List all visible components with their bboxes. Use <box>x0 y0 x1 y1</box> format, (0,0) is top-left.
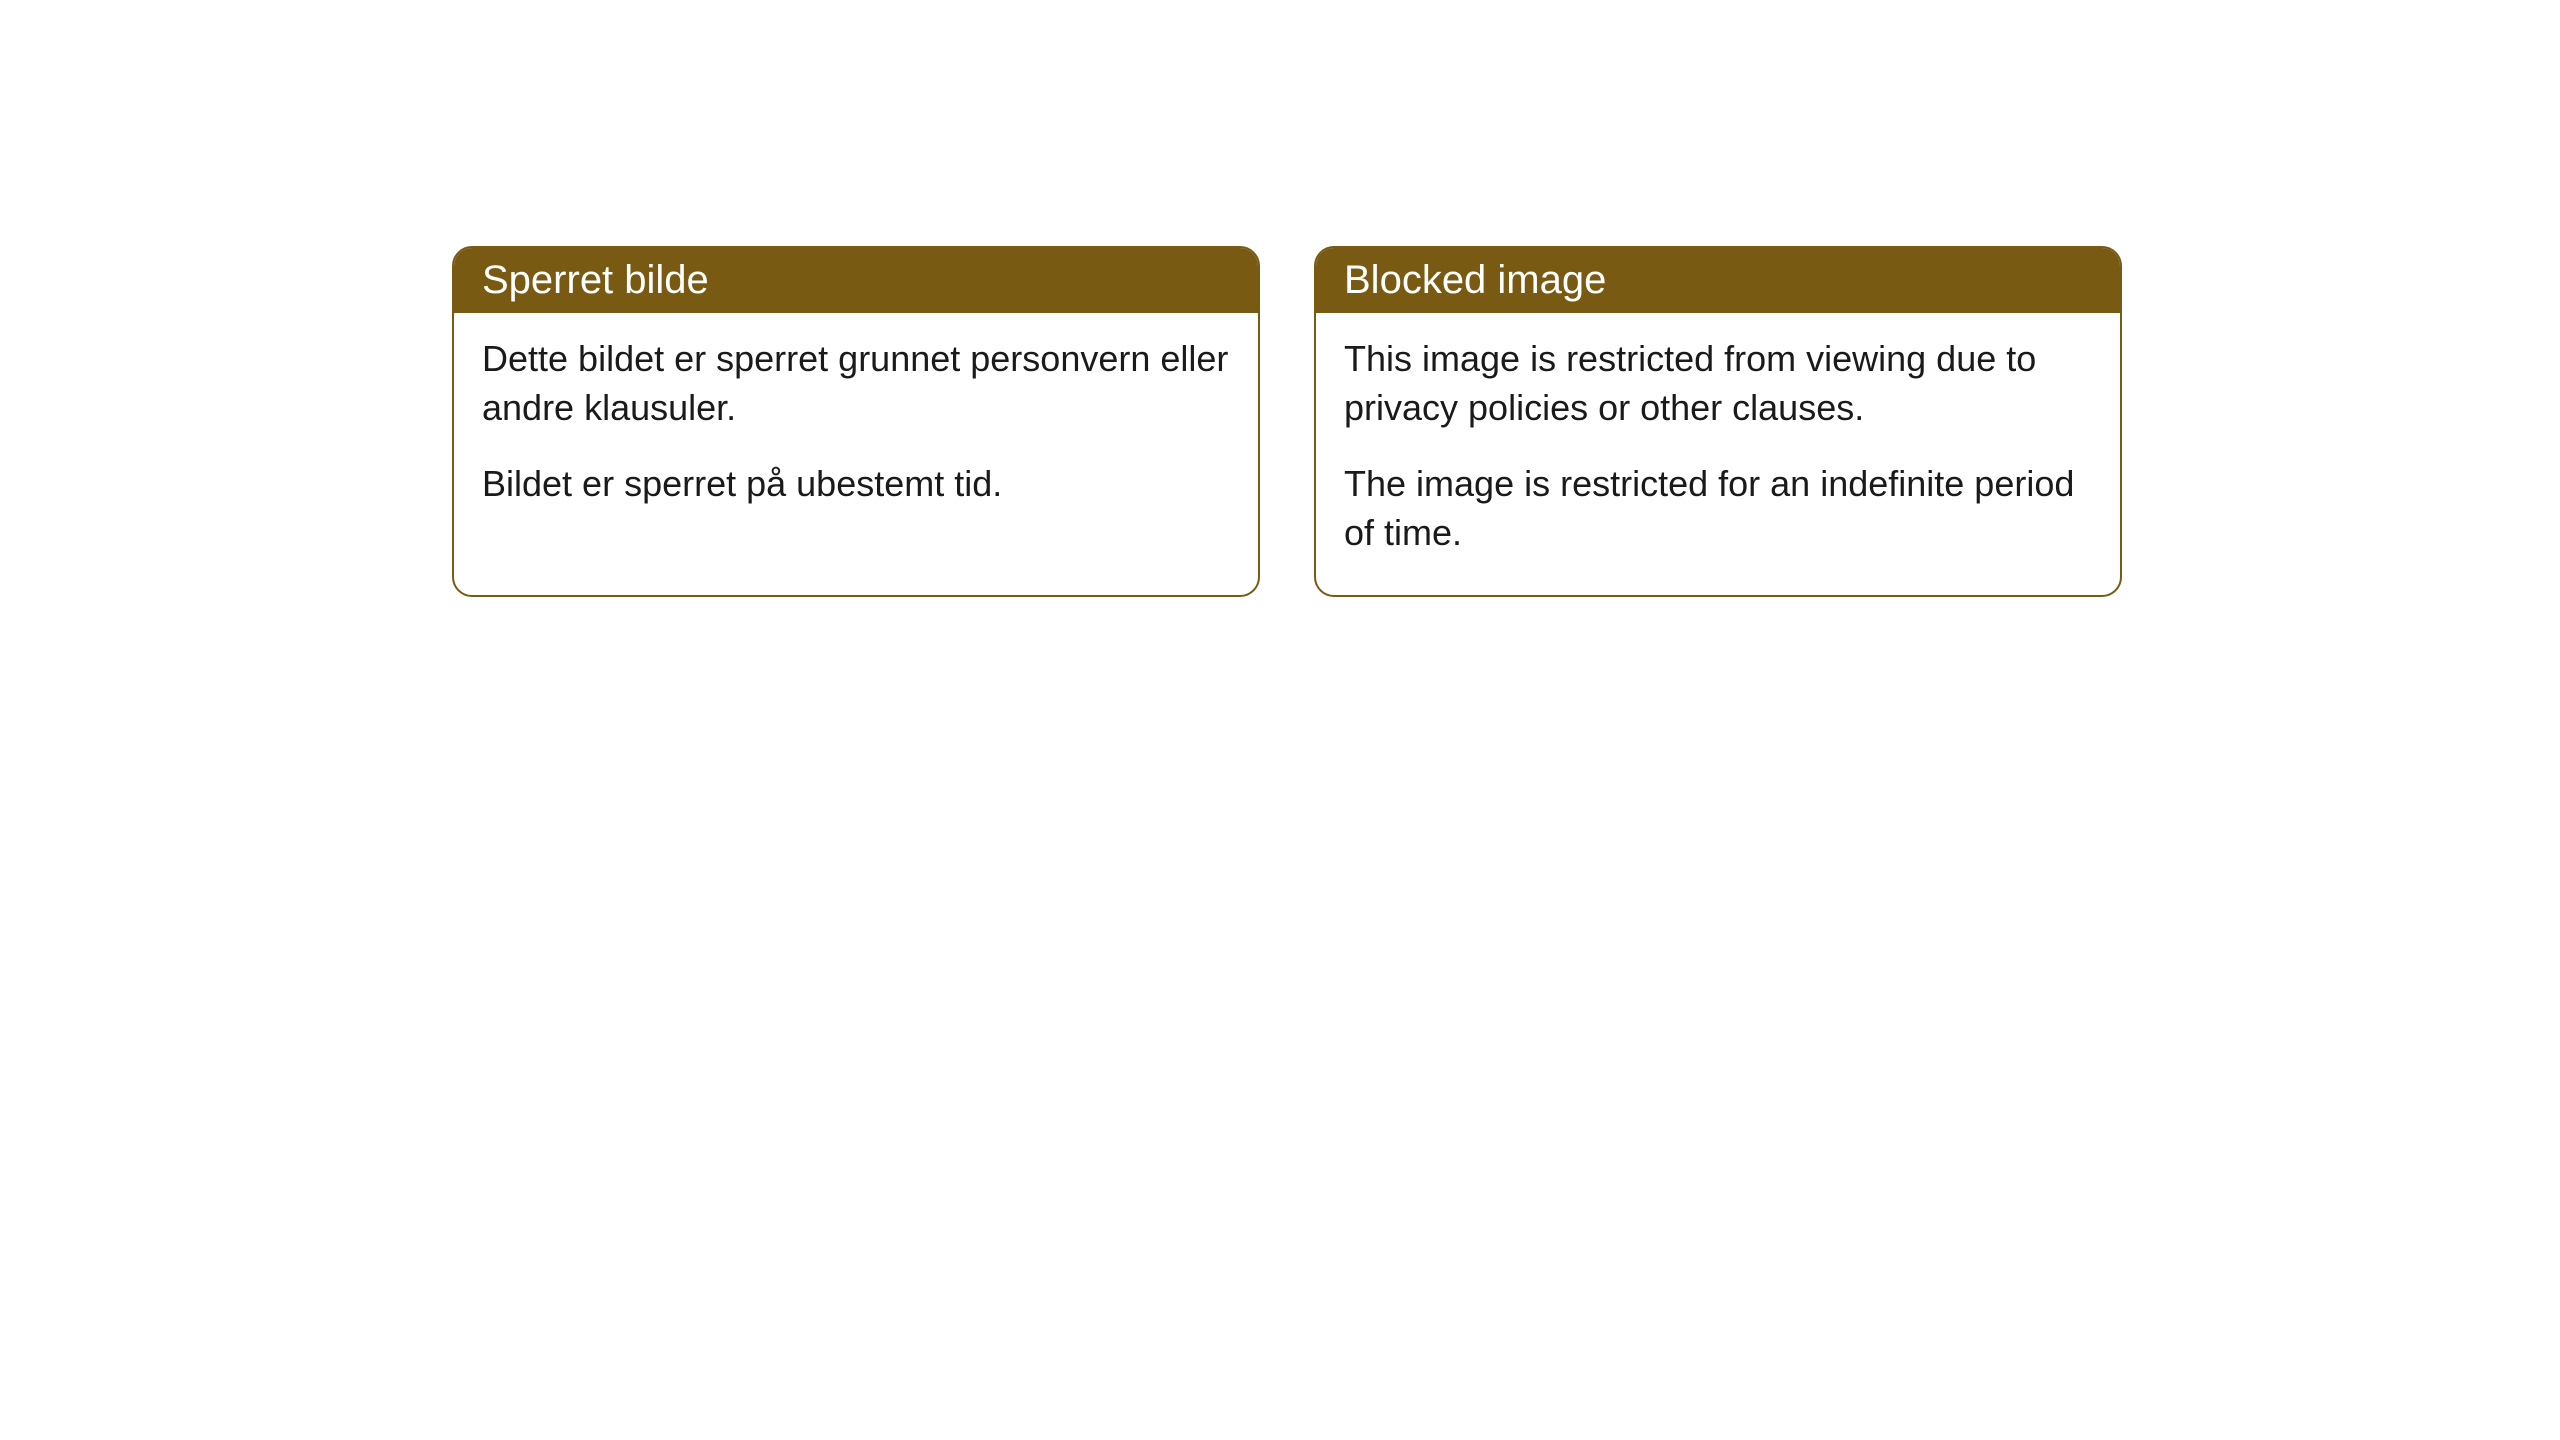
card-header: Sperret bilde <box>454 248 1258 313</box>
card-body: Dette bildet er sperret grunnet personve… <box>454 313 1258 547</box>
card-paragraph: This image is restricted from viewing du… <box>1344 335 2092 432</box>
card-header: Blocked image <box>1316 248 2120 313</box>
notice-cards-container: Sperret bilde Dette bildet er sperret gr… <box>452 246 2122 597</box>
card-paragraph: The image is restricted for an indefinit… <box>1344 460 2092 557</box>
card-body: This image is restricted from viewing du… <box>1316 313 2120 595</box>
notice-card-english: Blocked image This image is restricted f… <box>1314 246 2122 597</box>
notice-card-norwegian: Sperret bilde Dette bildet er sperret gr… <box>452 246 1260 597</box>
card-title: Sperret bilde <box>482 258 709 302</box>
card-paragraph: Bildet er sperret på ubestemt tid. <box>482 460 1230 509</box>
card-title: Blocked image <box>1344 258 1606 302</box>
card-paragraph: Dette bildet er sperret grunnet personve… <box>482 335 1230 432</box>
